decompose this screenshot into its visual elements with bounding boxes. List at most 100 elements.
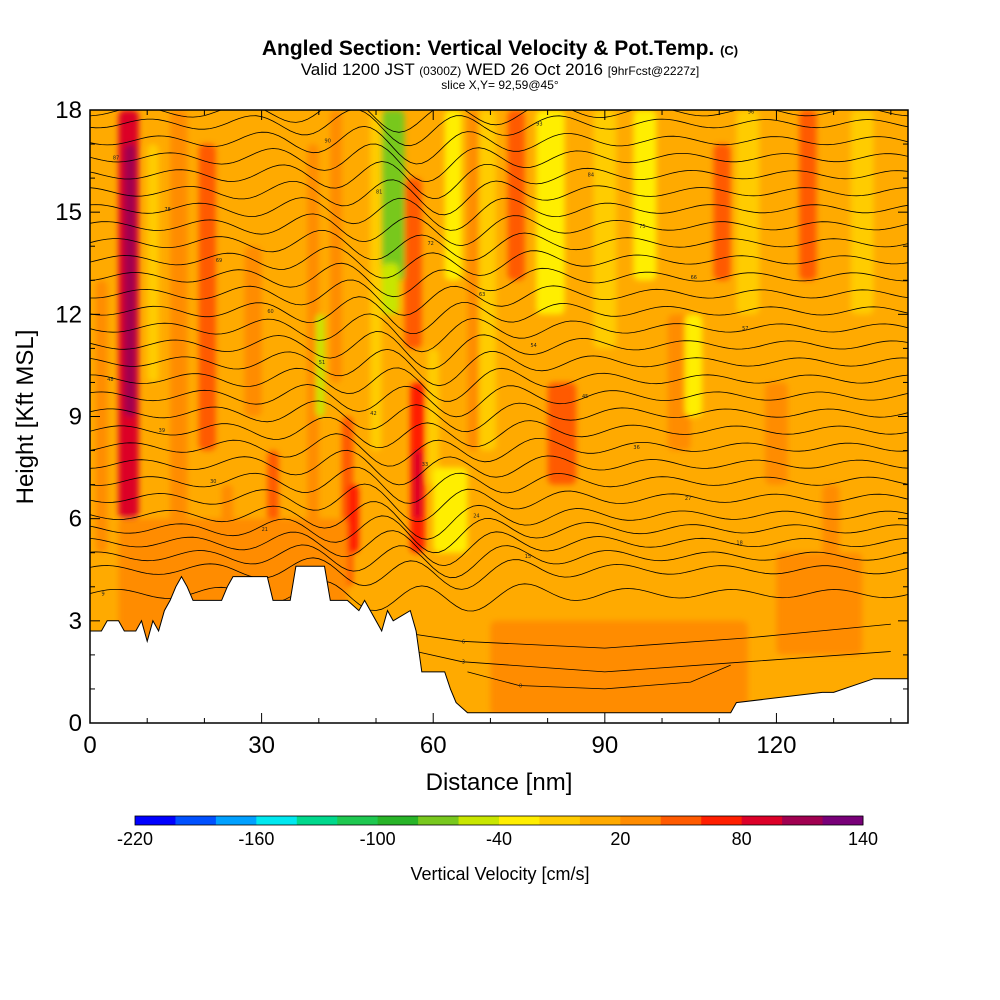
theta-contour-line: [90, 501, 908, 540]
y-tick-label: 3: [69, 608, 82, 635]
theta-contour-label: 60: [267, 309, 273, 315]
colorbar-swatch: [620, 816, 662, 825]
theta-contour-label: 45: [582, 394, 588, 400]
theta-contour-line: [416, 651, 891, 673]
x-tick-label: 120: [756, 732, 796, 759]
velocity-band: [413, 450, 422, 519]
velocity-band: [381, 263, 399, 315]
theta-contour-label: 96: [748, 110, 754, 116]
theta-contour-label: 48: [107, 377, 113, 383]
theta-contour-line: [90, 110, 908, 147]
velocity-band: [95, 280, 108, 553]
colorbar-tick-label: 140: [848, 829, 878, 849]
theta-contour-label: 54: [530, 343, 536, 349]
velocity-band: [490, 620, 748, 717]
y-tick-label: 12: [55, 301, 82, 328]
theta-contour-line: [90, 197, 908, 231]
theta-contour-line: [90, 110, 908, 133]
colorbar-swatch: [660, 816, 702, 825]
theta-contour-label: 90: [325, 139, 331, 145]
colorbar-swatch: [418, 816, 460, 825]
velocity-band: [330, 110, 342, 383]
velocity-band: [307, 144, 319, 553]
colorbar-swatch: [579, 816, 621, 825]
velocity-band: [684, 314, 703, 417]
velocity-band: [444, 110, 462, 281]
chart-title-main: Angled Section: Vertical Velocity & Pot.…: [261, 37, 715, 60]
theta-contour-line: [416, 623, 891, 649]
theta-contour-line: [90, 544, 908, 579]
x-axis-title: Distance [nm]: [426, 769, 573, 796]
theta-contour-label: 9: [101, 592, 104, 598]
velocity-band: [427, 348, 439, 485]
velocity-band: [507, 110, 525, 281]
theta-contour-label: 21: [262, 527, 268, 533]
colorbar-tick-label: 20: [610, 829, 630, 849]
theta-contour-label: 39: [159, 428, 165, 434]
y-axis-title: Height [Kft MSL]: [12, 330, 39, 505]
theta-contour-line: [90, 213, 908, 247]
x-tick-label: 90: [591, 732, 618, 759]
valid-prefix: Valid 1200 JST: [300, 60, 415, 79]
velocity-band: [713, 144, 731, 281]
theta-contour-line: [90, 229, 908, 261]
velocity-band: [198, 144, 216, 451]
velocity-band: [633, 110, 657, 281]
velocity-band: [478, 110, 497, 451]
colorbar-tick-label: -220: [117, 829, 153, 849]
velocity-band: [347, 484, 359, 553]
y-tick-label: 0: [69, 710, 82, 737]
colorbar-swatch: [175, 816, 217, 825]
velocity-band: [381, 110, 405, 281]
colorbar-tick-label: -40: [486, 829, 512, 849]
theta-contour-line: [90, 179, 908, 216]
velocity-band: [536, 110, 565, 315]
theta-contour-label: 27: [685, 496, 691, 502]
colorbar-tick-label: -160: [238, 829, 274, 849]
theta-contour-line: [467, 664, 731, 690]
colorbar-swatch: [539, 816, 581, 825]
colorbar-swatch: [256, 816, 298, 825]
theta-contour-label: 72: [427, 241, 433, 247]
theta-contour-label: 36: [633, 445, 639, 451]
colorbar-ticks: -220 -160 -100 -40 20 80 140: [117, 829, 878, 849]
colorbar: [134, 815, 864, 826]
theta-contour-line: [90, 416, 908, 449]
velocity-band: [404, 178, 422, 349]
velocity-band: [124, 144, 136, 417]
colorbar-title: Vertical Velocity [cm/s]: [410, 864, 589, 884]
forecast-info: [9hrFcst@2227z]: [607, 64, 700, 78]
theta-contour-line: [90, 530, 908, 567]
y-tick-label: 9: [69, 404, 82, 431]
colorbar-swatch: [701, 816, 743, 825]
plot-area: 9121518212427303336394245485154576063666…: [90, 110, 908, 723]
theta-contour-line: [90, 161, 908, 200]
theta-contour-line: [90, 433, 908, 467]
colorbar-swatch: [822, 816, 864, 825]
velocity-band: [244, 246, 262, 417]
theta-contour-label: 3: [462, 660, 465, 666]
theta-contour-label: 75: [639, 224, 645, 230]
theta-contour-line: [90, 400, 908, 433]
slice-info: slice X,Y= 92,59@45°: [441, 78, 559, 92]
valid-utc: (0300Z): [419, 64, 462, 78]
theta-contour-label: 63: [479, 292, 485, 298]
theta-contour-label: 15: [525, 554, 531, 560]
theta-contour-line: [90, 262, 908, 298]
velocity-band: [850, 110, 874, 315]
valid-time-line: Valid 1200 JST (0300Z) WED 26 Oct 2016 […: [0, 60, 1000, 79]
colorbar-swatch: [499, 816, 540, 825]
y-tick-label: 6: [69, 506, 82, 533]
velocity-band: [433, 467, 468, 553]
theta-contour-label: 51: [319, 360, 325, 366]
colorbar-swatch: [782, 816, 824, 825]
x-axis: 0 30 60 90 120: [83, 110, 892, 759]
theta-contour-line: [90, 515, 908, 554]
terrain: [90, 565, 908, 723]
chart-title-suffix: (C): [720, 43, 739, 58]
colorbar-swatch: [741, 816, 783, 825]
colorbar-swatch: [458, 816, 500, 825]
velocity-band: [467, 110, 479, 451]
theta-contour-line: [90, 143, 908, 183]
